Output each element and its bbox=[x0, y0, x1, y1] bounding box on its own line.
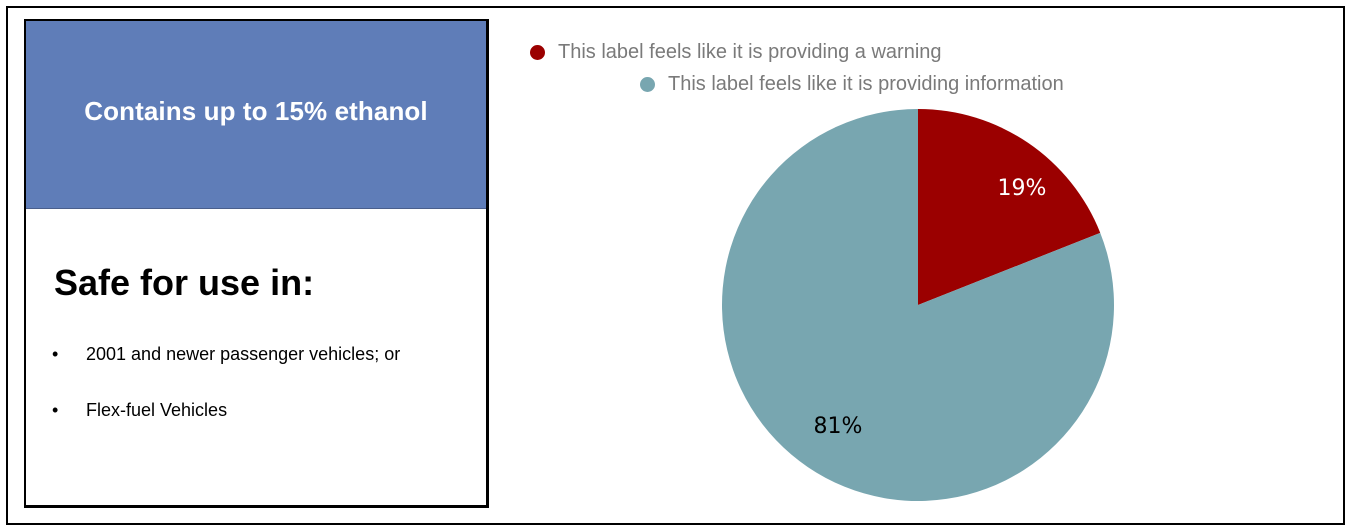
list-item-text: 2001 and newer passenger vehicles; or bbox=[86, 344, 401, 364]
pie-label-information: 81% bbox=[814, 414, 863, 439]
fuel-label-header-text: Contains up to 15% ethanol bbox=[84, 96, 428, 126]
pie-label-warning: 19% bbox=[998, 176, 1047, 201]
fuel-label-card: Contains up to 15% ethanol Safe for use … bbox=[24, 19, 489, 508]
pie-slice-warning bbox=[918, 109, 1101, 305]
list-item-text: Flex-fuel Vehicles bbox=[86, 400, 228, 420]
pie-slice-information bbox=[722, 109, 1114, 501]
fuel-label-header: Contains up to 15% ethanol bbox=[26, 21, 486, 209]
bullet-icon: • bbox=[52, 344, 59, 364]
pie-chart: 19% 81% bbox=[722, 109, 1114, 501]
safe-for-use-heading: Safe for use in: bbox=[54, 262, 315, 303]
bullet-icon: • bbox=[52, 400, 59, 420]
